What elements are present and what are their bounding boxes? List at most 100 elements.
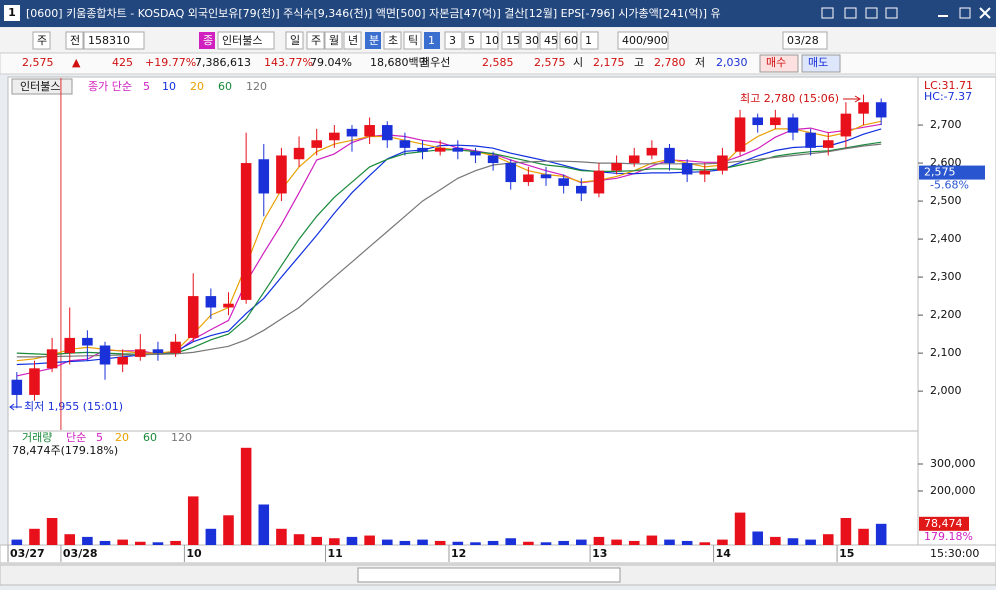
toolbar-button[interactable]	[559, 31, 578, 50]
volume-bar	[329, 538, 340, 545]
x-last-label: 15:30:00	[930, 547, 979, 560]
toolbar-item[interactable]: 45	[544, 34, 558, 47]
toolbar-button[interactable]	[32, 31, 51, 50]
high-label: 최고 2,780 (15:06)	[740, 92, 839, 105]
toolbar-button[interactable]	[306, 31, 325, 50]
toolbar-item[interactable]: 10	[485, 34, 499, 47]
toolbar-item[interactable]: 종	[203, 34, 213, 47]
candle-body	[593, 170, 605, 194]
toolbar-item[interactable]: 주	[311, 34, 321, 47]
toolbar-button[interactable]	[285, 31, 304, 50]
volume-y-tick-label: 300,000	[930, 457, 976, 470]
toolbar-item[interactable]: 158310	[88, 34, 130, 47]
candle-body	[64, 337, 76, 354]
info-item: 143.77%	[264, 56, 313, 69]
btn[interactable]	[865, 7, 878, 19]
volume-bar	[11, 539, 23, 545]
toolbar-button[interactable]	[217, 31, 275, 50]
toolbar-item[interactable]: 03/28	[787, 34, 819, 47]
legend-entry: 120	[246, 80, 267, 93]
candle-body	[276, 155, 287, 194]
volume-bar	[858, 528, 869, 545]
toolbar-button[interactable]	[324, 31, 343, 50]
btn[interactable]	[885, 7, 898, 19]
volume-ma-label: 단순	[66, 431, 86, 444]
candle-body	[752, 117, 763, 126]
candle-body	[293, 147, 305, 160]
toolbar-item[interactable]: 5	[468, 34, 475, 47]
candle-body	[258, 159, 270, 194]
minimize[interactable]	[938, 15, 948, 17]
candle-body	[628, 155, 640, 164]
toolbar-button[interactable]	[520, 31, 539, 50]
toolbar-button[interactable]	[65, 31, 84, 50]
volume-legend-entry: 120	[171, 431, 192, 444]
app-icon	[4, 5, 20, 21]
info-item: 2,575	[534, 56, 566, 69]
toolbar-button[interactable]	[617, 31, 669, 50]
toolbar-button[interactable]	[343, 31, 362, 50]
volume-bar	[576, 539, 587, 545]
toolbar-item[interactable]: 30	[525, 34, 539, 47]
order-button[interactable]	[801, 54, 841, 73]
toolbar-button[interactable]	[539, 31, 558, 50]
toolbar-item[interactable]: 400/900	[622, 34, 668, 47]
toolbar-button[interactable]	[83, 31, 145, 50]
candle-body	[346, 128, 358, 137]
toolbar-button[interactable]	[782, 31, 828, 50]
info-row	[0, 52, 996, 75]
btn[interactable]	[821, 7, 834, 19]
x-tick-label: 03/28	[63, 547, 98, 560]
toolbar-item[interactable]: 15	[506, 34, 520, 47]
volume-bar	[99, 540, 111, 545]
legend-entry: 20	[190, 80, 204, 93]
toolbar-item[interactable]: 틱	[408, 34, 418, 47]
order-button[interactable]	[759, 54, 799, 73]
candle-body	[875, 102, 887, 118]
toolbar-button[interactable]	[403, 31, 422, 50]
toolbar-item[interactable]: 60	[564, 34, 578, 47]
toolbar-item[interactable]: 1	[428, 34, 435, 47]
volume-bar	[46, 517, 58, 545]
toolbar-item[interactable]: 분	[369, 34, 379, 47]
toolbar-item[interactable]: 전	[70, 34, 80, 47]
info-item: 최우선	[420, 56, 450, 69]
legend-entry: 60	[218, 80, 232, 93]
maximize[interactable]	[959, 7, 971, 19]
info-item: 425	[112, 56, 133, 69]
toolbar-item[interactable]: 1	[585, 34, 592, 47]
toolbar-button[interactable]	[480, 31, 499, 50]
toolbar-button[interactable]	[383, 31, 402, 50]
toolbar-highlight	[424, 32, 440, 49]
volume-last-ratio: 179.18%	[924, 530, 973, 543]
volume-summary: 78,474주(179.18%)	[12, 444, 118, 457]
candle-body	[452, 147, 464, 152]
candle-body	[558, 178, 569, 186]
volume-bar	[223, 515, 234, 545]
volume-bar	[699, 542, 711, 545]
volume-bar	[187, 496, 199, 545]
toolbar-item[interactable]: 년	[348, 34, 358, 47]
info-item: 2,780	[654, 56, 686, 69]
info-item[interactable]: 매수	[766, 56, 786, 69]
candle-body	[646, 147, 658, 156]
toolbar-button[interactable]	[501, 31, 520, 50]
volume-bar	[770, 536, 781, 545]
x-tick-label: 13	[592, 547, 607, 560]
toolbar-item[interactable]: 월	[329, 34, 339, 47]
volume-bar	[628, 540, 640, 545]
toolbar-item[interactable]: 3	[449, 34, 456, 47]
toolbar-item[interactable]: 인터불스	[222, 34, 262, 47]
toolbar-item[interactable]: 초	[388, 34, 398, 47]
close[interactable]	[979, 7, 991, 19]
scroll-thumb[interactable]	[357, 567, 621, 583]
candle-body	[434, 147, 446, 152]
volume-bar	[117, 539, 128, 545]
btn[interactable]	[844, 7, 857, 19]
info-item[interactable]: 매도	[808, 56, 828, 69]
toolbar-button[interactable]	[444, 31, 463, 50]
toolbar-button[interactable]	[580, 31, 599, 50]
toolbar-item[interactable]: 일	[290, 33, 300, 47]
toolbar-item[interactable]: 주	[37, 34, 47, 47]
candle-body	[364, 125, 375, 137]
